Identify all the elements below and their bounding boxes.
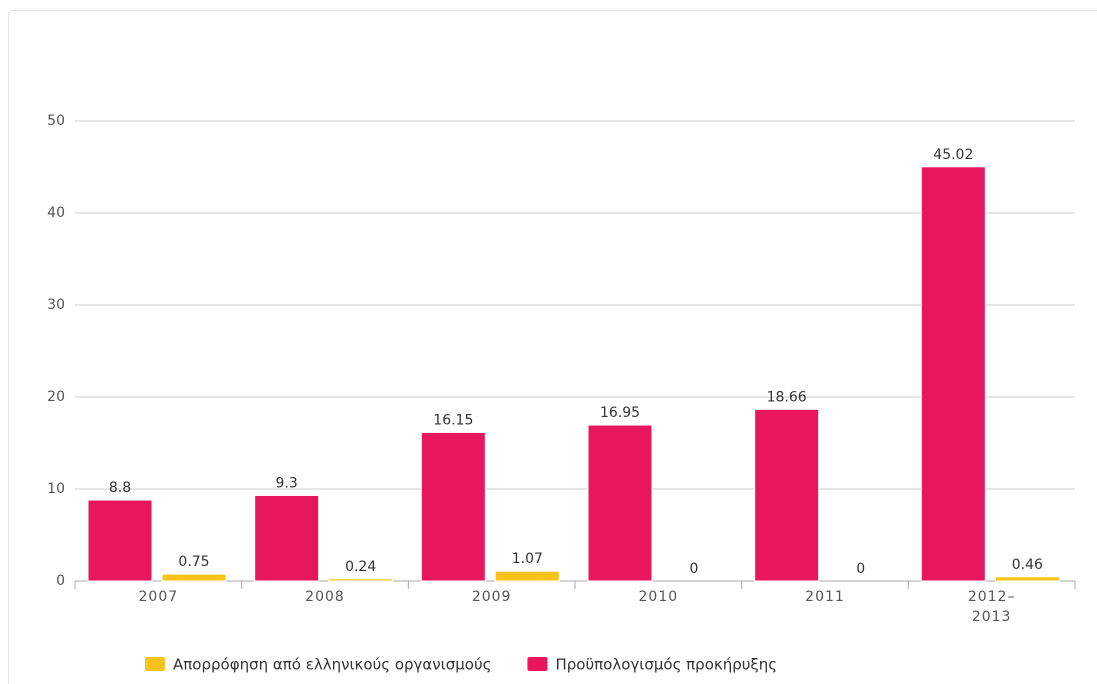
y-tick-label: 0 bbox=[56, 573, 65, 589]
data-label: 45.02 bbox=[933, 147, 973, 163]
x-tick-label: 2009 bbox=[471, 589, 512, 605]
y-tick-label: 30 bbox=[47, 297, 65, 313]
legend-swatch bbox=[145, 657, 165, 671]
data-label: 0 bbox=[856, 561, 865, 577]
data-label: 0.75 bbox=[178, 554, 209, 570]
bar bbox=[87, 499, 153, 582]
bar bbox=[494, 570, 560, 582]
data-label: 0.24 bbox=[345, 559, 376, 575]
bar bbox=[994, 576, 1060, 582]
x-tick-label: 2007 bbox=[138, 589, 179, 605]
data-label: 1.07 bbox=[512, 551, 543, 567]
y-tick-label: 40 bbox=[47, 205, 65, 221]
bar bbox=[328, 578, 394, 582]
x-tick-label: 2011 bbox=[805, 589, 845, 605]
bar bbox=[161, 573, 227, 582]
data-label: 8.8 bbox=[109, 480, 131, 496]
legend-label: Προϋπολογισμός προκήρυξης bbox=[555, 656, 777, 674]
data-label: 16.95 bbox=[600, 405, 640, 421]
legend-label: Απορρόφηση από ελληνικούς οργανισμούς bbox=[173, 656, 491, 674]
legend-swatch bbox=[527, 657, 548, 671]
y-tick-label: 10 bbox=[47, 481, 65, 497]
x-tick-label: 2010 bbox=[638, 589, 679, 605]
data-label: 0 bbox=[690, 561, 699, 577]
chart-card bbox=[8, 10, 1097, 684]
data-label: 16.15 bbox=[433, 412, 473, 428]
bar bbox=[587, 424, 653, 582]
y-tick-label: 50 bbox=[47, 113, 65, 129]
data-label: 9.3 bbox=[276, 475, 298, 491]
x-tick-label: 2008 bbox=[305, 589, 345, 605]
data-label: 18.66 bbox=[767, 389, 807, 405]
data-label: 0.46 bbox=[1012, 557, 1043, 573]
x-tick-label: 2012–2013 bbox=[967, 589, 1016, 625]
bar bbox=[754, 408, 820, 582]
y-tick-label: 20 bbox=[47, 389, 65, 405]
bar bbox=[420, 431, 486, 582]
bar bbox=[920, 166, 986, 582]
bar bbox=[254, 494, 320, 582]
